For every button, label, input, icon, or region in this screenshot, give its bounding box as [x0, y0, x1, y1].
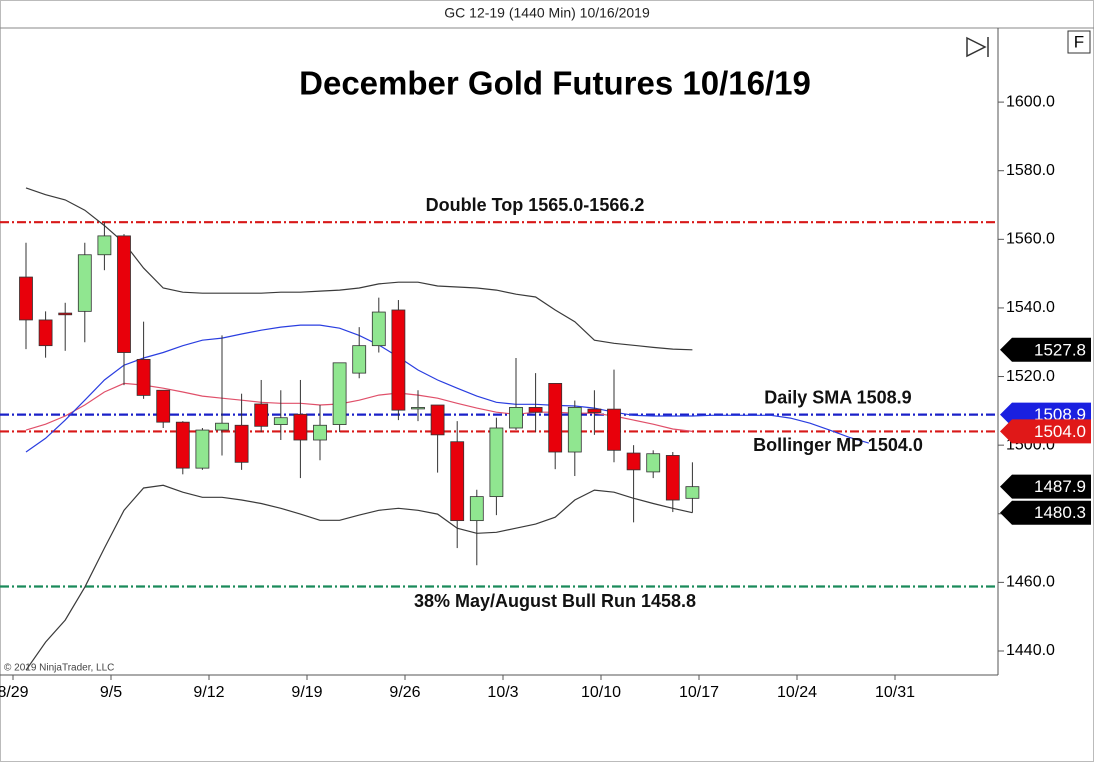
candle-body [626, 452, 641, 471]
candle-body [273, 417, 288, 425]
y-tick-label: 1520.0 [1006, 368, 1055, 385]
candle-body [489, 427, 504, 498]
candle-body [450, 441, 465, 522]
price-marker-label: 1508.9 [1034, 405, 1086, 424]
candle-body [548, 383, 563, 453]
candle-body [528, 407, 543, 413]
candle-body [38, 319, 53, 347]
candle-body [567, 407, 582, 453]
indicator-line [25, 187, 693, 351]
x-tick-label: 10/3 [487, 684, 518, 701]
candle-body [607, 408, 621, 451]
candle-body [77, 254, 92, 312]
y-tick-label: 1540.0 [1006, 299, 1055, 316]
x-tick-label: 9/5 [100, 684, 122, 701]
price-marker [1000, 474, 1091, 499]
price-marker-label: 1487.9 [1034, 477, 1086, 496]
price-marker [1000, 500, 1091, 525]
candle-body [430, 404, 445, 436]
candle-body [175, 421, 190, 469]
candle-body [195, 429, 210, 469]
panel-button-label[interactable]: F [1074, 32, 1084, 51]
candle-body [646, 453, 661, 473]
candle-body [587, 408, 602, 413]
level-label: Double Top 1565.0-1566.2 [426, 195, 645, 215]
price-marker-label: 1480.3 [1034, 503, 1086, 522]
candle-body [469, 496, 484, 522]
candle-body [156, 389, 171, 423]
x-tick-label: 8/29 [0, 684, 29, 701]
y-tick-label: 1580.0 [1006, 162, 1055, 179]
panel-button[interactable] [1067, 30, 1091, 54]
level-label: Daily SMA 1508.9 [764, 387, 911, 407]
price-marker [1000, 337, 1091, 362]
level-label: 38% May/August Bull Run 1458.8 [414, 591, 696, 611]
candle-body [313, 424, 327, 441]
y-tick-label: 1440.0 [1006, 642, 1055, 659]
candle-body [117, 235, 131, 353]
scroll-icon[interactable] [966, 36, 989, 58]
candle-body [234, 424, 249, 463]
x-tick-label: 10/10 [581, 684, 621, 701]
scroll-arrow[interactable] [966, 36, 987, 58]
candle-body [391, 309, 406, 411]
header: GC 12-19 (1440 Min) 10/16/2019 [444, 5, 650, 21]
y-tick-label: 1600.0 [1006, 93, 1055, 110]
candle-body [685, 486, 700, 499]
x-tick-label: 9/19 [291, 684, 322, 701]
x-tick-label: 9/26 [389, 684, 420, 701]
chart-title: December Gold Futures 10/16/19 [299, 65, 811, 102]
price-marker [1000, 419, 1091, 444]
candle-body [665, 455, 680, 501]
level-label: Bollinger MP 1504.0 [753, 435, 923, 455]
candle-body [254, 403, 269, 427]
copyright: © 2019 NinjaTrader, LLC [4, 663, 114, 674]
candle-body [215, 422, 229, 431]
plot-area [0, 187, 998, 671]
candle-body [136, 358, 151, 396]
y-tick-label: 1560.0 [1006, 231, 1055, 248]
x-tick-label: 9/12 [193, 684, 224, 701]
candle-body [371, 311, 386, 347]
candle-body [97, 235, 112, 256]
candle-body [352, 345, 367, 374]
indicator-line [25, 484, 693, 671]
price-marker-label: 1527.8 [1034, 340, 1086, 359]
candle-body [293, 413, 308, 441]
candle-body [332, 362, 347, 425]
candle-body [411, 407, 425, 410]
x-tick-label: 10/31 [875, 684, 915, 701]
price-marker-label: 1504.0 [1034, 422, 1086, 441]
candle-body [19, 276, 33, 321]
x-tick-label: 10/24 [777, 684, 817, 701]
candle-body [58, 312, 73, 316]
candle-body [509, 407, 523, 429]
y-tick-label: 1460.0 [1006, 574, 1055, 591]
indicator-line [25, 324, 869, 453]
x-tick-label: 10/17 [679, 684, 719, 701]
